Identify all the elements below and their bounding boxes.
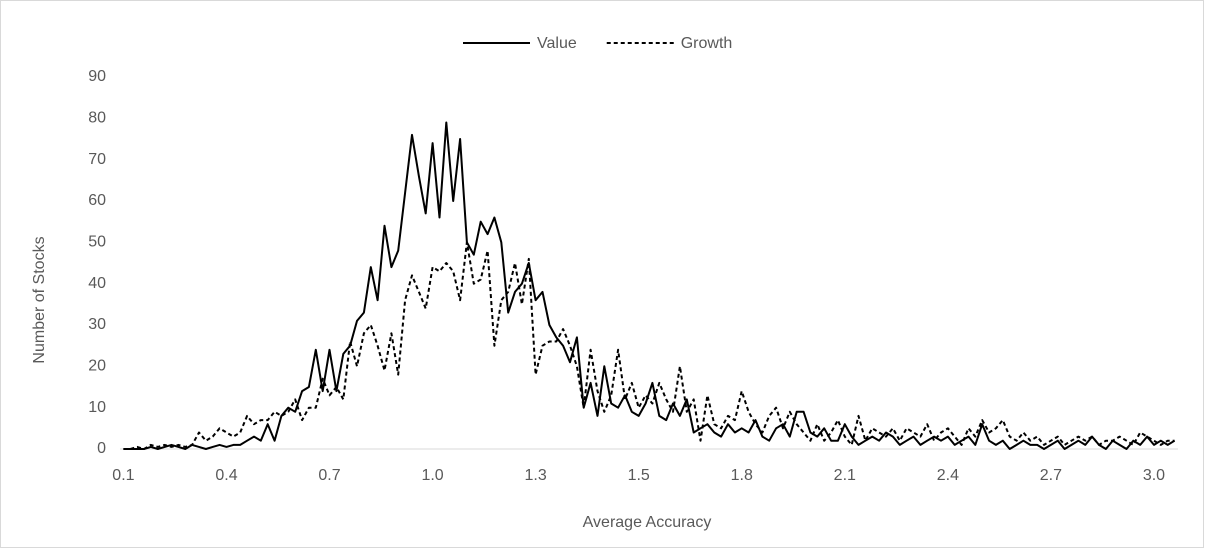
y-tick-label: 70	[88, 151, 106, 168]
x-tick-label: 1.5	[628, 467, 650, 484]
y-tick-label: 50	[88, 234, 106, 251]
y-tick-label: 20	[88, 358, 106, 375]
x-tick-label: 3.0	[1143, 467, 1165, 484]
x-tick-label: 1.8	[731, 467, 753, 484]
y-tick-label: 10	[88, 399, 106, 416]
y-tick-label: 80	[88, 110, 106, 127]
x-tick-label: 0.7	[318, 467, 340, 484]
y-tick-label: 60	[88, 192, 106, 209]
x-tick-label: 1.3	[525, 467, 547, 484]
y-axis-title: Number of Stocks	[31, 236, 48, 363]
x-axis-title: Average Accuracy	[583, 514, 712, 531]
legend-label: Growth	[681, 35, 733, 52]
legend-label: Value	[537, 35, 577, 52]
x-tick-label: 2.4	[937, 467, 959, 484]
x-tick-label: 0.4	[215, 467, 237, 484]
x-tick-label: 0.1	[112, 467, 134, 484]
y-tick-label: 40	[88, 275, 106, 292]
x-tick-label: 2.7	[1040, 467, 1062, 484]
series-line	[123, 121, 1176, 450]
x-tick-label: 2.1	[834, 467, 856, 484]
y-tick-label: 30	[88, 316, 106, 333]
y-tick-label: 0	[97, 440, 106, 457]
y-tick-label: 90	[88, 68, 106, 85]
x-tick-label: 1.0	[421, 467, 443, 484]
